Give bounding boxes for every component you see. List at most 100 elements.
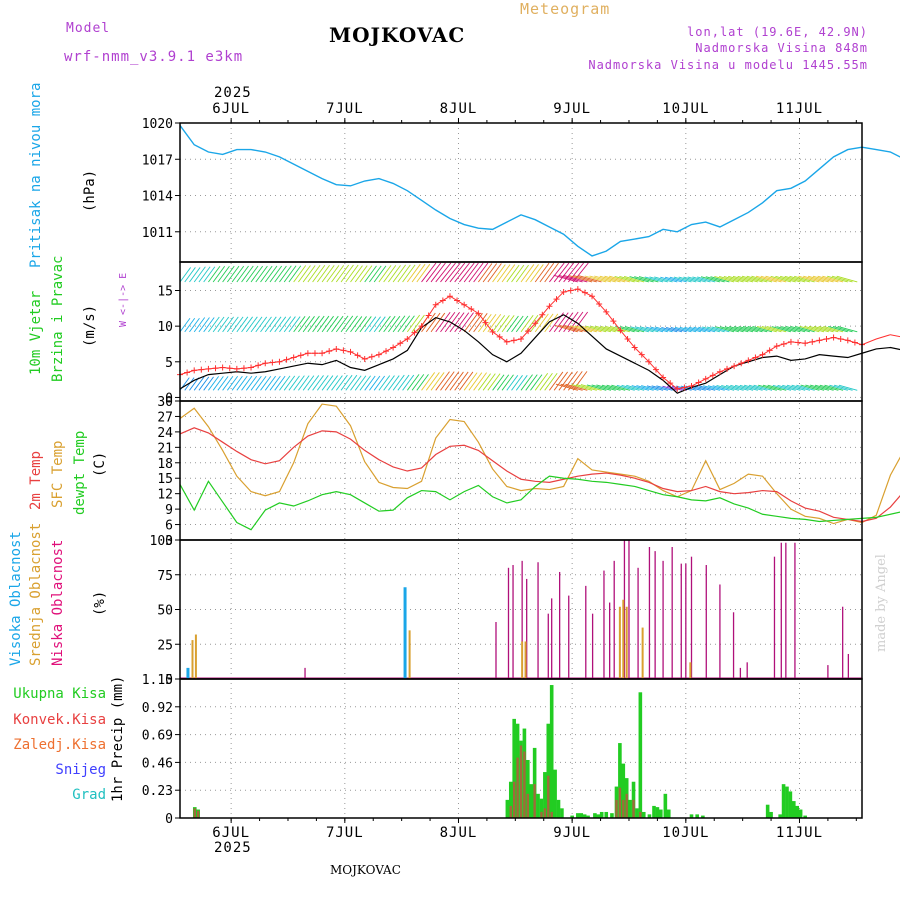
legend-total-precip: Ukupna Kisa bbox=[13, 686, 106, 702]
wind-arrow bbox=[501, 374, 514, 391]
wind-arrow bbox=[595, 325, 616, 333]
conv-precip-bar bbox=[615, 799, 618, 818]
wind-arrow bbox=[212, 316, 225, 333]
wind-arrow bbox=[678, 276, 697, 283]
cloud-tick-label: 50 bbox=[157, 604, 173, 619]
wind-arrow bbox=[746, 275, 768, 283]
wind-arrow bbox=[274, 265, 287, 283]
total-precip-bar bbox=[663, 793, 668, 818]
wind-arrow bbox=[487, 373, 501, 391]
total-precip-bar bbox=[689, 814, 694, 818]
wind-gust-marker bbox=[844, 337, 851, 344]
wind-arrow bbox=[406, 314, 421, 333]
wind-gust-marker bbox=[489, 328, 496, 335]
wind-gust-marker bbox=[596, 301, 603, 308]
wind-arrow bbox=[388, 315, 401, 333]
conv-precip-bar bbox=[533, 784, 536, 818]
total-precip-bar bbox=[695, 814, 699, 818]
wind-arrow bbox=[753, 384, 773, 391]
total-precip-bar bbox=[505, 799, 510, 818]
wind-arrow bbox=[760, 275, 782, 283]
wind-arrow bbox=[544, 313, 559, 333]
wind-arrow bbox=[222, 376, 234, 391]
wind-arrow bbox=[511, 315, 524, 333]
conv-precip-bar bbox=[618, 787, 622, 818]
wind-arrow bbox=[803, 275, 825, 283]
wind-arrow bbox=[506, 375, 519, 391]
wind-gust-marker bbox=[532, 320, 539, 327]
wind-arrow bbox=[571, 384, 593, 391]
wind-gust-marker bbox=[624, 335, 631, 342]
wind-arrow bbox=[492, 264, 506, 283]
year-label-bottom: 2025 bbox=[214, 840, 252, 856]
wind-arrow bbox=[331, 315, 344, 333]
wind-arrow bbox=[184, 317, 196, 333]
lonlat-info: lon,lat (19.6E, 42.9N) bbox=[687, 25, 868, 39]
model-elevation-info: Nadmorska Visina u modelu 1445.55m bbox=[588, 58, 868, 72]
total-precip-bar bbox=[803, 815, 807, 818]
total-precip-bar bbox=[593, 813, 597, 818]
wind-arrow bbox=[590, 325, 612, 333]
wind-arrow bbox=[264, 375, 276, 391]
wind-gust-marker bbox=[311, 350, 318, 357]
wind-gust-marker bbox=[724, 365, 731, 372]
wind-arrow bbox=[589, 275, 612, 283]
wind-arrow bbox=[565, 383, 588, 391]
wind-arrow bbox=[569, 275, 593, 283]
wind-arrow bbox=[245, 375, 258, 391]
wind-gust-marker bbox=[255, 362, 262, 369]
wind-gust-marker bbox=[738, 360, 745, 367]
wind-gust-marker bbox=[731, 363, 738, 370]
wind-arrow bbox=[525, 374, 538, 391]
total-precip-bar bbox=[586, 815, 590, 818]
year-label-top: 2025 bbox=[214, 85, 252, 101]
wind-arrow bbox=[758, 384, 777, 391]
wind-arrow bbox=[274, 316, 287, 333]
wind-arrow bbox=[743, 384, 763, 391]
wind-arrow bbox=[687, 276, 706, 283]
precip-tick-label: 1.15 bbox=[142, 673, 173, 688]
wind-arrow bbox=[444, 311, 460, 333]
wind-arrow bbox=[321, 265, 335, 283]
wind-arrow bbox=[558, 312, 574, 333]
wind-arrow bbox=[217, 316, 230, 333]
wind-arrow bbox=[636, 385, 654, 391]
total-precip-bar bbox=[655, 807, 660, 818]
total-precip-bar bbox=[628, 799, 632, 818]
total-precip-bar bbox=[582, 814, 587, 818]
total-precip-bar bbox=[556, 799, 561, 818]
wind-arrow bbox=[559, 325, 583, 333]
wind-arrow bbox=[293, 265, 307, 283]
total-precip-bar bbox=[508, 781, 513, 818]
wind-gust-marker bbox=[297, 352, 304, 359]
day-label-top: 9JUL bbox=[553, 101, 591, 117]
wind-arrow bbox=[836, 275, 858, 283]
day-label-bottom: 8JUL bbox=[440, 825, 478, 841]
wind-arrow bbox=[416, 374, 429, 391]
wind-vectors bbox=[179, 262, 858, 391]
conv-precip-bar bbox=[550, 811, 553, 818]
wind-arrow bbox=[392, 374, 405, 391]
wind-arrow bbox=[255, 376, 267, 391]
total-precip-bar bbox=[647, 814, 652, 818]
wind-arrow bbox=[739, 384, 758, 391]
pressure-tick-label: 1020 bbox=[142, 117, 173, 132]
wind-arrow bbox=[555, 383, 578, 391]
wind-gust-marker bbox=[404, 335, 411, 342]
wind-arrow bbox=[730, 384, 749, 391]
wind-tick-label: 15 bbox=[157, 285, 173, 300]
wind-gust-marker bbox=[695, 379, 702, 386]
wind-arrow bbox=[279, 375, 291, 391]
pressure-tick-label: 1014 bbox=[142, 190, 173, 205]
wind-arrow bbox=[350, 375, 362, 391]
wind-arrow bbox=[231, 316, 244, 333]
wind-arrow bbox=[712, 385, 730, 391]
wind-arrow bbox=[573, 275, 597, 283]
wind-arrow bbox=[810, 384, 829, 391]
wind-arrow bbox=[193, 317, 206, 333]
wind-arrow bbox=[620, 326, 640, 333]
wind-gust-marker bbox=[709, 372, 716, 379]
wind-arrow bbox=[331, 265, 345, 283]
temp-tick-label: 21 bbox=[157, 441, 173, 456]
precip-tick-label: 0.46 bbox=[142, 756, 173, 771]
